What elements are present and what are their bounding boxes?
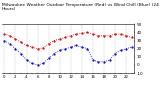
Text: Milwaukee Weather Outdoor Temperature (Red) vs Wind Chill (Blue) (24 Hours): Milwaukee Weather Outdoor Temperature (R… [2, 3, 158, 11]
